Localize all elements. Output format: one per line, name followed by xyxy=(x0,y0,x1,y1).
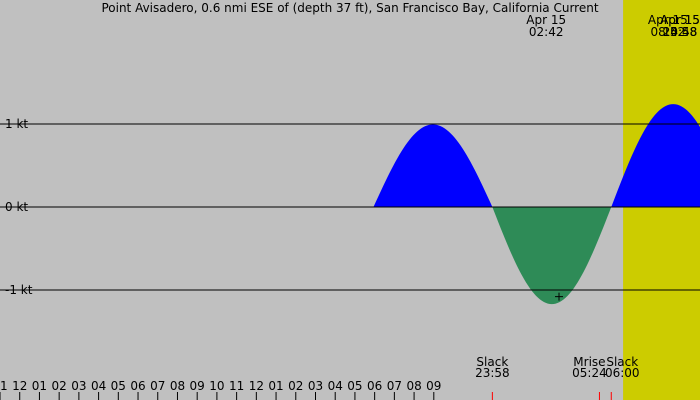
x-tick-label: 02 xyxy=(288,379,303,393)
x-tick-label: 02 xyxy=(52,379,67,393)
x-tick-label: 04 xyxy=(328,379,343,393)
x-tick-label: 09 xyxy=(190,379,205,393)
x-tick-label: 08 xyxy=(170,379,185,393)
peak-date-label: Apr 15 xyxy=(526,13,566,27)
x-tick-label: 10 xyxy=(209,379,224,393)
moon-event-label: Mrise xyxy=(573,355,605,369)
x-tick-label: 12 xyxy=(249,379,264,393)
y-tick-label: -1 kt xyxy=(5,283,33,297)
x-tick-label: 01 xyxy=(268,379,283,393)
x-tick-label: 07 xyxy=(387,379,402,393)
slack-time-label: 06:00 xyxy=(605,366,640,380)
x-tick-label: 06 xyxy=(130,379,145,393)
moon-event-time-label: 05:24 xyxy=(572,366,607,380)
slack-time-label: 23:58 xyxy=(475,366,510,380)
x-tick-label: 05 xyxy=(111,379,126,393)
x-tick-label: 04 xyxy=(91,379,106,393)
x-tick-label: 11 xyxy=(0,379,8,393)
peak-time-label: 08:52 xyxy=(651,25,686,39)
ebb-area xyxy=(492,207,612,305)
x-tick-label: 03 xyxy=(71,379,86,393)
x-tick-label: 03 xyxy=(308,379,323,393)
peak-date-label: Apr 15 xyxy=(648,13,688,27)
x-tick-label: 05 xyxy=(347,379,362,393)
x-tick-label: 01 xyxy=(32,379,47,393)
x-tick-label: 06 xyxy=(367,379,382,393)
x-tick-label: 12 xyxy=(12,379,27,393)
x-tick-label: 07 xyxy=(150,379,165,393)
slack-label: Slack xyxy=(476,355,508,369)
peak-date-label: Apr 15 xyxy=(660,13,700,27)
slack-label: Slack xyxy=(606,355,638,369)
y-tick-label: 0 kt xyxy=(5,200,28,214)
x-tick-label: 08 xyxy=(406,379,421,393)
flood-area xyxy=(373,124,493,207)
x-tick-label: 09 xyxy=(426,379,441,393)
peak-time-label: 02:42 xyxy=(529,25,564,39)
x-tick-label: 11 xyxy=(229,379,244,393)
y-tick-label: 1 kt xyxy=(5,117,28,131)
peak-time-label: 14:48 xyxy=(663,25,698,39)
peak-time-label: 20:58 xyxy=(663,25,698,39)
chart-title: Point Avisadero, 0.6 nmi ESE of (depth 3… xyxy=(101,1,598,15)
peak-date-label: Apr 15 xyxy=(660,13,700,27)
flood-area xyxy=(611,104,700,207)
